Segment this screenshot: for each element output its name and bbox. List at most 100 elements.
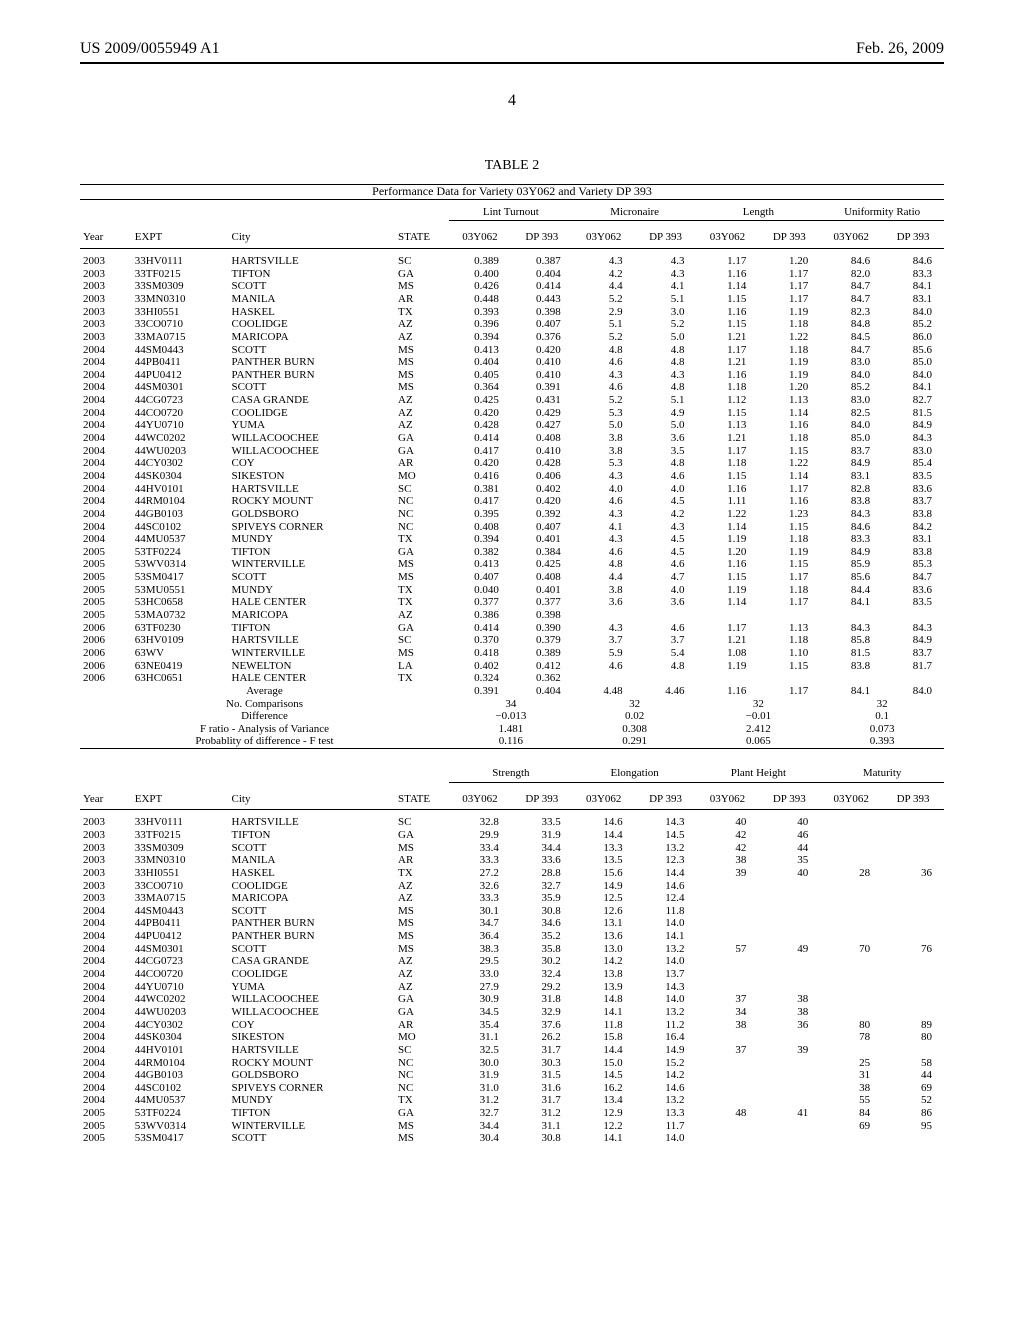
table-row: 200444SM0443SCOTTMS30.130.812.611.8 [80, 905, 944, 918]
cell: 1.17 [758, 293, 820, 306]
cell: 1.14 [758, 470, 820, 483]
cell [820, 1044, 882, 1057]
table-row: 200553TF0224TIFTONGA32.731.212.913.34841… [80, 1107, 944, 1120]
cell: 2004 [80, 943, 132, 956]
cell: 44 [882, 1069, 944, 1082]
cell: 15.6 [573, 867, 635, 880]
cell: 16.4 [635, 1031, 697, 1044]
table-row: 200444YU0710YUMAAZ27.929.213.914.3 [80, 981, 944, 994]
table-caption: Performance Data for Variety 03Y062 and … [80, 185, 944, 199]
cell: 13.0 [573, 943, 635, 956]
summary-row: Probablity of difference - F test0.1160.… [80, 735, 944, 748]
cell: 14.6 [635, 880, 697, 893]
cell: 2006 [80, 634, 132, 647]
cell: 34.7 [449, 917, 511, 930]
cell: 0.362 [511, 672, 573, 685]
cell: 4.3 [573, 470, 635, 483]
cell: HARTSVILLE [229, 255, 396, 268]
cell [697, 1132, 759, 1145]
cell: 2003 [80, 280, 132, 293]
cell: MS [395, 647, 449, 660]
cell: 35.8 [511, 943, 573, 956]
cell: 44SK0304 [132, 470, 229, 483]
cell: 49 [758, 943, 820, 956]
cell: 33.3 [449, 892, 511, 905]
cell [697, 968, 759, 981]
cell: TX [395, 584, 449, 597]
col-v2: DP 393 [882, 789, 944, 810]
cell: TX [395, 596, 449, 609]
cell: 1.17 [758, 483, 820, 496]
cell: 1.18 [697, 381, 759, 394]
cell: 83.6 [882, 584, 944, 597]
cell [820, 854, 882, 867]
cell: 2003 [80, 255, 132, 268]
cell: 84.3 [820, 622, 882, 635]
cell: 33.4 [449, 842, 511, 855]
cell: 30.1 [449, 905, 511, 918]
cell: ROCKY MOUNT [229, 495, 396, 508]
cell: 0.407 [449, 571, 511, 584]
table-row: 200333SM0309SCOTTMS0.4260.4144.44.11.141… [80, 280, 944, 293]
cell: 35.4 [449, 1019, 511, 1032]
cell: 2004 [80, 955, 132, 968]
cell: MS [395, 356, 449, 369]
table-row: 200444YU0710YUMAAZ0.4280.4275.05.01.131.… [80, 419, 944, 432]
cell [697, 609, 759, 622]
cell: 33MA0715 [132, 892, 229, 905]
cell: 1.17 [758, 280, 820, 293]
cell: 14.6 [573, 816, 635, 829]
cell: 63TF0230 [132, 622, 229, 635]
cell: 58 [882, 1057, 944, 1070]
cell: 12.9 [573, 1107, 635, 1120]
col-v1: 03Y062 [573, 789, 635, 810]
cell: 4.1 [635, 280, 697, 293]
cell: MO [395, 1031, 449, 1044]
cell: YUMA [229, 419, 396, 432]
cell [820, 1006, 882, 1019]
cell: 3.7 [635, 634, 697, 647]
cell: 0.414 [449, 622, 511, 635]
cell: COOLIDGE [229, 880, 396, 893]
cell: COOLIDGE [229, 968, 396, 981]
cell: SIKESTON [229, 1031, 396, 1044]
cell: 32.8 [449, 816, 511, 829]
cell: 3.5 [635, 445, 697, 458]
cell: 44RM0104 [132, 1057, 229, 1070]
cell: TX [395, 672, 449, 685]
cell: 31.8 [511, 993, 573, 1006]
cell: 1.16 [697, 685, 759, 698]
cell: 4.6 [573, 381, 635, 394]
cell: 78 [820, 1031, 882, 1044]
cell: 95 [882, 1120, 944, 1133]
cell: 2005 [80, 571, 132, 584]
cell [820, 892, 882, 905]
cell: MS [395, 917, 449, 930]
cell: 85.6 [820, 571, 882, 584]
cell [882, 968, 944, 981]
cell: 44SM0301 [132, 381, 229, 394]
table-row: 200553MU0551MUNDYTX0.0400.4013.84.01.191… [80, 584, 944, 597]
cell: 0.420 [449, 407, 511, 420]
table-row: 200444WC0202WILLACOOCHEEGA30.931.814.814… [80, 993, 944, 1006]
cell: HASKEL [229, 867, 396, 880]
cell: AZ [395, 407, 449, 420]
cell [882, 981, 944, 994]
cell: 4.8 [635, 660, 697, 673]
cell: 83.0 [882, 445, 944, 458]
cell: 5.1 [635, 293, 697, 306]
cell: 4.8 [635, 381, 697, 394]
summary-label: F ratio - Analysis of Variance [80, 723, 449, 736]
table-row: 200444PU0412PANTHER BURNMS0.4050.4104.34… [80, 369, 944, 382]
cell: 0.407 [511, 318, 573, 331]
cell: 84.1 [820, 596, 882, 609]
cell [758, 609, 820, 622]
cell: 12.2 [573, 1120, 635, 1133]
cell: SC [395, 816, 449, 829]
cell: GOLDSBORO [229, 508, 396, 521]
cell: 4.6 [573, 546, 635, 559]
col-city: City [229, 227, 396, 248]
cell: 2005 [80, 558, 132, 571]
table-row: 200553MA0732MARICOPAAZ0.3860.398 [80, 609, 944, 622]
cell: 33MN0310 [132, 854, 229, 867]
